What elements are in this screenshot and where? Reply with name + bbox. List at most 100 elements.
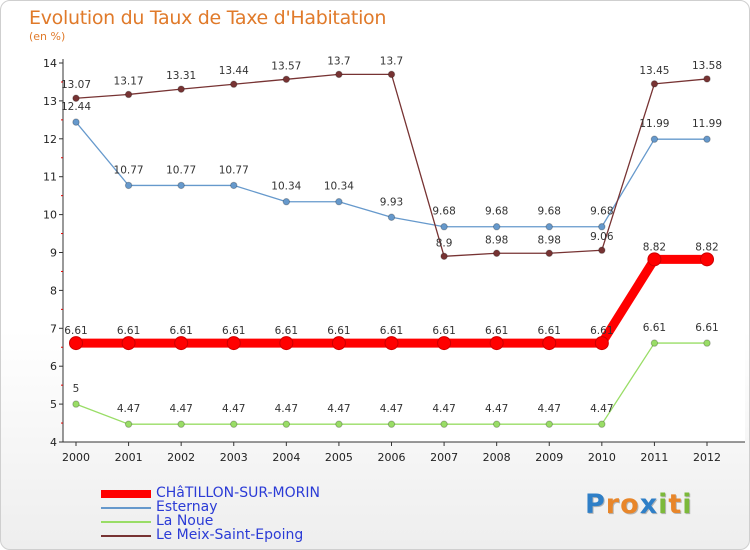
logo-letter: x	[639, 489, 659, 520]
logo-letter: t	[668, 489, 683, 520]
data-label: 13.45	[639, 65, 669, 77]
data-point	[282, 420, 291, 428]
x-tick-label: 2006	[378, 451, 406, 464]
data-label: 4.47	[275, 403, 298, 415]
data-point	[437, 336, 452, 351]
data-label: 4.47	[222, 403, 245, 415]
data-point	[594, 336, 609, 351]
data-point	[492, 249, 501, 257]
legend-label: CHâTILLON-SUR-MORIN	[156, 485, 320, 501]
y-tick-label: 8	[50, 284, 57, 297]
data-label: 10.77	[114, 164, 144, 176]
data-label: 6.61	[643, 322, 666, 334]
x-tick-label: 2007	[430, 451, 458, 464]
data-label: 6.61	[117, 325, 140, 337]
legend-swatch	[101, 507, 151, 509]
data-label: 11.99	[692, 118, 722, 130]
data-label: 4.47	[432, 403, 455, 415]
data-label: 4.47	[169, 403, 192, 415]
data-label: 11.99	[639, 118, 669, 130]
y-tick-label: 6	[50, 360, 57, 373]
data-label: 4.47	[590, 403, 613, 415]
data-point	[177, 420, 185, 428]
data-point	[542, 336, 557, 351]
data-label: 6.61	[695, 322, 718, 334]
y-tick-label: 10	[43, 209, 57, 222]
data-label: 10.77	[219, 164, 249, 176]
data-label: 13.7	[380, 55, 403, 67]
data-point	[335, 420, 343, 428]
data-label: 4.47	[485, 403, 508, 415]
data-point	[492, 420, 501, 428]
data-label: 9.68	[538, 206, 561, 218]
data-point	[331, 336, 346, 351]
data-label: 13.7	[327, 55, 350, 67]
data-point	[545, 420, 553, 428]
x-tick-label: 2001	[115, 451, 143, 464]
x-tick-label: 2011	[640, 451, 668, 464]
proxiti-logo: Proxiti	[585, 489, 693, 520]
legend-label: Esternay	[156, 499, 218, 515]
data-label: 13.17	[114, 75, 144, 87]
data-label: 6.61	[538, 325, 561, 337]
data-point	[230, 181, 238, 190]
data-label: 5	[73, 383, 80, 395]
data-label: 10.34	[271, 181, 301, 193]
data-label: 8.82	[695, 241, 718, 253]
data-label: 6.61	[432, 325, 455, 337]
data-point	[440, 223, 448, 231]
data-point	[440, 252, 448, 260]
data-label: 6.61	[327, 325, 350, 337]
data-point	[598, 223, 606, 231]
data-point	[545, 223, 553, 231]
data-point	[282, 198, 291, 206]
data-label: 10.77	[166, 164, 196, 176]
y-tick-label: 7	[50, 322, 57, 335]
data-label: 6.61	[64, 325, 87, 337]
data-point	[650, 135, 659, 143]
logo-letter: i	[658, 489, 669, 520]
data-label: 6.61	[380, 325, 403, 337]
data-label: 8.98	[485, 234, 508, 246]
legend-item: CHâTILLON-SUR-MORIN	[101, 485, 361, 501]
x-tick-label: 2009	[535, 451, 563, 464]
legend-swatch	[101, 535, 151, 537]
y-tick-label: 9	[50, 247, 57, 260]
data-point	[72, 118, 80, 126]
data-label: 10.34	[324, 181, 354, 193]
data-point	[387, 213, 396, 221]
x-tick-label: 2008	[483, 451, 511, 464]
x-tick-label: 2005	[325, 451, 353, 464]
data-point	[703, 75, 711, 83]
y-tick-label: 4	[50, 436, 57, 449]
data-label: 9.68	[432, 206, 455, 218]
x-tick-label: 2002	[167, 451, 195, 464]
x-tick-label: 2012	[693, 451, 721, 464]
logo-letter: P	[585, 489, 606, 520]
logo-letter: o	[620, 489, 640, 520]
data-point	[226, 336, 241, 351]
data-point	[72, 400, 80, 408]
data-label: 13.57	[271, 60, 301, 72]
data-point	[69, 336, 83, 351]
data-label: 6.61	[590, 325, 613, 337]
data-point	[650, 80, 659, 88]
legend-item: Esternay	[101, 499, 361, 515]
data-point	[489, 336, 504, 351]
data-point	[440, 420, 448, 428]
x-tick-label: 2000	[62, 451, 90, 464]
y-tick-label: 13	[43, 95, 57, 108]
legend-item: Le Meix-Saint-Epoing	[101, 527, 361, 543]
data-point	[545, 249, 553, 257]
data-label: 4.47	[538, 403, 561, 415]
data-label: 6.61	[169, 325, 192, 337]
data-point	[124, 90, 133, 99]
x-tick-label: 2003	[220, 451, 248, 464]
data-point	[492, 223, 501, 231]
data-point	[387, 420, 396, 428]
legend-label: La Noue	[156, 513, 214, 529]
data-point	[230, 420, 238, 428]
data-label: 8.9	[436, 237, 453, 249]
data-label: 4.47	[117, 403, 140, 415]
